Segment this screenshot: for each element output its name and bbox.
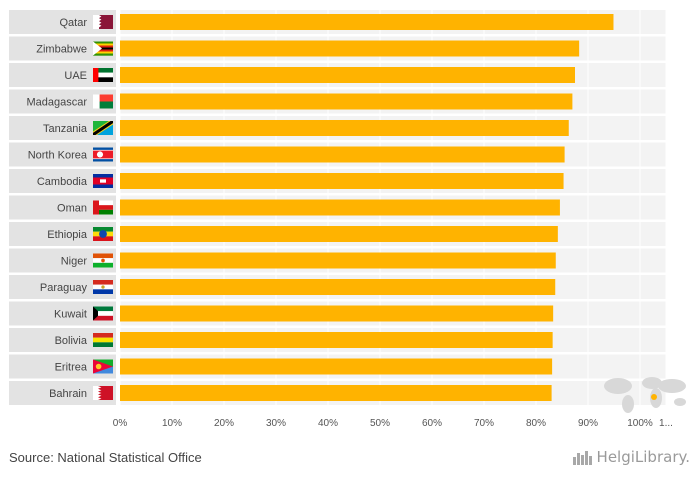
x-tick-label: 100% bbox=[627, 418, 653, 429]
bahrain-flag-icon bbox=[93, 386, 113, 400]
x-tick-label: 90% bbox=[578, 418, 598, 429]
north-korea-flag-icon bbox=[93, 147, 113, 162]
kuwait-flag-icon bbox=[93, 306, 113, 321]
logo-text: HelgiLibrary. bbox=[596, 448, 690, 466]
bar-zimbabwe bbox=[120, 40, 580, 57]
bar-niger bbox=[120, 252, 556, 269]
bar-oman bbox=[120, 199, 560, 216]
world-map-icon bbox=[604, 377, 686, 413]
bar-uae bbox=[120, 67, 575, 83]
x-tick-label: 20% bbox=[214, 418, 234, 429]
x-tick-label: 80% bbox=[526, 418, 546, 429]
x-tick-label: 60% bbox=[422, 418, 442, 429]
bar-bolivia bbox=[120, 332, 553, 348]
niger-flag-icon bbox=[93, 253, 113, 268]
bar-madagascar bbox=[120, 93, 573, 110]
source-note: Source: National Statistical Office bbox=[9, 450, 202, 465]
category-label: Bolivia bbox=[55, 335, 88, 347]
bar-tanzania bbox=[120, 120, 569, 136]
bar-north-korea bbox=[120, 146, 565, 163]
bar-ethiopia bbox=[120, 226, 558, 242]
x-tick-label: 70% bbox=[474, 418, 494, 429]
category-label: Niger bbox=[61, 256, 88, 268]
bar-kuwait bbox=[120, 305, 554, 322]
oman-flag-icon bbox=[93, 200, 113, 215]
category-label: UAE bbox=[64, 70, 87, 82]
bar-chart: Qatar Zimbabwe UAE Madagascar Tanzania North … bbox=[9, 10, 686, 429]
category-label: Eritrea bbox=[55, 362, 88, 374]
bar-cambodia bbox=[120, 173, 564, 189]
city-skyline-icon bbox=[572, 451, 592, 465]
category-label: Kuwait bbox=[54, 309, 87, 321]
category-label: Madagascar bbox=[26, 97, 87, 109]
category-label: Zimbabwe bbox=[36, 44, 87, 56]
bolivia-flag-icon bbox=[93, 333, 113, 347]
x-tick-label: 40% bbox=[318, 418, 338, 429]
bar-bahrain bbox=[120, 385, 552, 401]
category-label: Tanzania bbox=[43, 123, 88, 135]
madagascar-flag-icon bbox=[93, 94, 113, 109]
helgi-library-logo[interactable]: HelgiLibrary. bbox=[572, 448, 690, 466]
category-label: Qatar bbox=[59, 17, 87, 29]
zimbabwe-flag-icon bbox=[93, 41, 113, 56]
x-tick-label: 30% bbox=[266, 418, 286, 429]
ethiopia-flag-icon bbox=[93, 227, 113, 241]
category-label: Paraguay bbox=[40, 282, 88, 294]
bar-paraguay bbox=[120, 279, 556, 295]
category-label: North Korea bbox=[28, 150, 88, 162]
cambodia-flag-icon bbox=[93, 174, 113, 188]
eritrea-flag-icon bbox=[93, 359, 113, 374]
paraguay-flag-icon bbox=[93, 280, 113, 294]
x-tick-label: 10% bbox=[162, 418, 182, 429]
x-tick-label: 50% bbox=[370, 418, 390, 429]
qatar-flag-icon bbox=[93, 15, 113, 29]
bar-eritrea bbox=[120, 358, 553, 375]
bar-qatar bbox=[120, 14, 614, 30]
uae-flag-icon bbox=[93, 68, 113, 82]
category-label: Cambodia bbox=[37, 176, 88, 188]
category-label: Oman bbox=[57, 203, 87, 215]
category-label: Bahrain bbox=[49, 388, 87, 400]
x-tick-label: 0% bbox=[113, 418, 128, 429]
tanzania-flag-icon bbox=[93, 121, 113, 135]
x-tick-label: 1... bbox=[659, 418, 673, 429]
category-label: Ethiopia bbox=[47, 229, 88, 241]
